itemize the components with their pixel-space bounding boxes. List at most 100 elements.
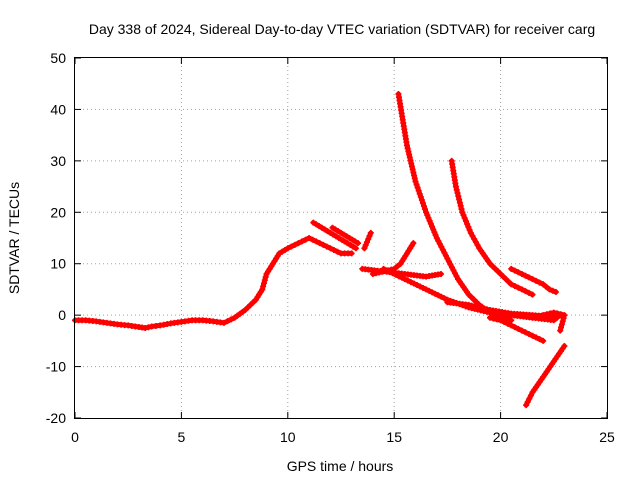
data-point <box>220 319 227 326</box>
data-marker <box>404 277 411 284</box>
data-marker <box>543 311 550 318</box>
data-marker <box>426 287 433 294</box>
y-tick-label: 40 <box>50 101 66 117</box>
data-point <box>518 327 525 334</box>
data-marker <box>429 289 436 296</box>
x-tick-label: 15 <box>386 429 402 445</box>
data-point <box>401 276 408 283</box>
data-marker <box>511 267 518 274</box>
data-marker <box>330 247 337 253</box>
data-marker <box>426 217 433 224</box>
data-marker <box>432 232 439 239</box>
data-point <box>284 245 291 252</box>
data-point <box>529 332 536 339</box>
data-marker <box>309 236 316 243</box>
y-tick-label: 30 <box>50 153 66 169</box>
data-marker <box>438 293 445 300</box>
data-marker <box>414 282 420 289</box>
x-tick-label: 0 <box>71 429 79 445</box>
x-tick-label: 5 <box>178 429 186 445</box>
data-point <box>367 229 374 236</box>
data-marker <box>425 215 432 221</box>
data-point <box>486 314 493 321</box>
data-marker <box>298 238 305 245</box>
plot-frame <box>74 57 608 419</box>
data-point <box>508 317 515 324</box>
y-tick-label: 50 <box>50 50 66 66</box>
y-tick-label: 0 <box>58 307 66 323</box>
data-point <box>423 286 430 293</box>
y-tick-label: -10 <box>46 359 66 375</box>
series-arc-9 <box>448 157 536 298</box>
series-arc-14 <box>518 309 568 334</box>
data-marker <box>313 238 320 245</box>
data-marker <box>302 236 309 243</box>
data-marker <box>533 334 540 341</box>
data-marker <box>288 243 295 250</box>
data-marker <box>472 239 479 246</box>
data-marker <box>533 313 540 320</box>
data-marker <box>536 279 543 286</box>
data-point <box>355 240 362 247</box>
data-point <box>348 250 355 257</box>
data-marker <box>410 280 417 287</box>
data-marker <box>228 316 235 323</box>
data-marker <box>392 271 399 278</box>
data-marker <box>413 181 420 188</box>
data-marker <box>417 283 424 290</box>
data-layer <box>72 91 568 409</box>
data-point <box>561 343 568 349</box>
data-marker <box>490 315 497 322</box>
data-point <box>438 271 445 277</box>
data-marker <box>398 274 405 281</box>
chart-title: Day 338 of 2024, Sidereal Day-to-day VTE… <box>89 21 595 37</box>
data-marker <box>323 243 330 250</box>
data-marker <box>525 331 532 337</box>
y-tick-label: 10 <box>50 256 66 272</box>
data-point <box>295 240 302 247</box>
data-point <box>259 286 266 293</box>
data-marker <box>261 277 268 284</box>
data-marker <box>417 193 424 200</box>
data-marker <box>418 196 425 203</box>
data-marker <box>515 325 522 332</box>
data-marker <box>511 324 518 331</box>
data-marker <box>386 268 393 275</box>
data-point <box>523 402 530 409</box>
data-point <box>508 281 515 288</box>
data-marker <box>291 241 298 248</box>
data-point <box>423 209 430 216</box>
series-arc-13 <box>523 343 568 409</box>
x-axis-label: GPS time / hours <box>287 458 394 474</box>
data-marker <box>420 284 427 291</box>
data-point <box>518 271 525 277</box>
data-marker <box>474 242 481 249</box>
data-marker <box>559 318 566 325</box>
data-point <box>497 317 504 324</box>
data-marker <box>543 283 550 290</box>
data-marker <box>395 273 402 280</box>
data-point <box>508 265 515 272</box>
data-marker <box>522 329 529 336</box>
data-marker <box>362 242 369 249</box>
series-band <box>310 220 359 251</box>
data-marker <box>260 283 267 290</box>
data-point <box>316 240 323 247</box>
data-marker <box>431 229 438 236</box>
data-marker <box>320 241 327 248</box>
data-marker <box>527 392 534 399</box>
data-point <box>518 312 525 319</box>
data-marker <box>422 206 429 213</box>
data-marker <box>365 236 372 243</box>
data-marker <box>504 320 511 327</box>
data-marker <box>224 318 231 325</box>
data-point <box>306 235 313 241</box>
data-marker <box>419 200 426 207</box>
data-marker <box>501 319 508 325</box>
data-marker <box>515 284 522 291</box>
data-point <box>467 229 474 236</box>
data-marker <box>430 226 437 233</box>
data-marker <box>558 321 565 328</box>
data-marker <box>383 267 390 274</box>
